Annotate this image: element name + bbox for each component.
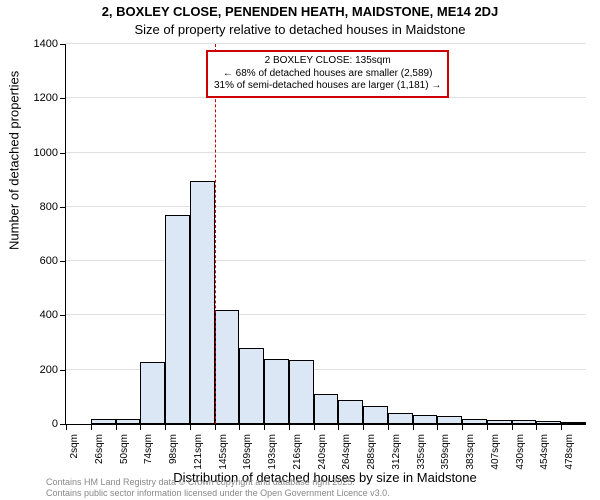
footnote-1: Contains HM Land Registry data © Crown c… <box>46 477 355 488</box>
x-tick-mark <box>437 424 438 430</box>
histogram-bar <box>487 420 512 424</box>
x-tick-mark <box>462 424 463 430</box>
histogram-bar <box>165 215 190 424</box>
x-tick-mark <box>165 424 166 430</box>
histogram-bar <box>413 415 438 425</box>
x-tick-mark <box>215 424 216 430</box>
x-tick-mark <box>140 424 141 430</box>
y-tick: 1000 <box>34 147 66 159</box>
histogram-bar <box>561 422 586 424</box>
annotation-line-3: 31% of semi-detached houses are larger (… <box>214 80 441 93</box>
x-tick-label: 383sqm <box>465 434 476 470</box>
x-tick-label: 335sqm <box>416 434 427 470</box>
x-tick-label: 121sqm <box>193 434 204 470</box>
x-tick-label: 240sqm <box>317 434 328 470</box>
x-tick-mark <box>264 424 265 430</box>
annotation-line-2: ← 68% of detached houses are smaller (2,… <box>214 68 441 81</box>
histogram-bar <box>239 348 264 424</box>
histogram-bar <box>314 394 339 424</box>
x-tick-mark <box>289 424 290 430</box>
x-tick-mark <box>66 424 67 430</box>
y-tick: 200 <box>40 364 66 376</box>
histogram-bar <box>338 400 363 424</box>
histogram-bar <box>116 419 141 424</box>
y-tick: 400 <box>40 309 66 321</box>
histogram-bar <box>437 416 462 424</box>
gridline <box>66 206 586 207</box>
chart-title: 2, BOXLEY CLOSE, PENENDEN HEATH, MAIDSTO… <box>0 4 600 19</box>
gridline <box>66 43 586 44</box>
x-tick-label: 74sqm <box>143 434 154 464</box>
histogram-bar <box>388 413 413 424</box>
gridline <box>66 260 586 261</box>
y-tick: 0 <box>52 418 66 430</box>
x-tick-mark <box>116 424 117 430</box>
x-tick-mark <box>239 424 240 430</box>
histogram-bar <box>462 419 487 424</box>
gridline <box>66 314 586 315</box>
y-axis-label: Number of detached properties <box>7 71 22 250</box>
histogram-bar <box>215 310 240 424</box>
x-tick-label: 169sqm <box>242 434 253 470</box>
x-tick-label: 50sqm <box>119 434 130 464</box>
x-tick-mark <box>91 424 92 430</box>
annotation-box: 2 BOXLEY CLOSE: 135sqm← 68% of detached … <box>206 50 449 98</box>
histogram-bar <box>264 359 289 424</box>
histogram-bar <box>140 362 165 424</box>
x-tick-mark <box>487 424 488 430</box>
x-tick-label: 288sqm <box>366 434 377 470</box>
x-tick-mark <box>512 424 513 430</box>
y-tick: 1200 <box>34 92 66 104</box>
x-tick-label: 2sqm <box>69 434 80 458</box>
x-tick-label: 430sqm <box>515 434 526 470</box>
figure: { "title": "2, BOXLEY CLOSE, PENENDEN HE… <box>0 0 600 500</box>
x-tick-label: 407sqm <box>490 434 501 470</box>
histogram-bar <box>91 419 116 424</box>
x-tick-mark <box>363 424 364 430</box>
histogram-bar <box>363 406 388 424</box>
x-tick-mark <box>314 424 315 430</box>
x-tick-mark <box>413 424 414 430</box>
annotation-line-1: 2 BOXLEY CLOSE: 135sqm <box>214 55 441 68</box>
x-tick-label: 264sqm <box>341 434 352 470</box>
histogram-bar <box>190 181 215 424</box>
x-tick-mark <box>388 424 389 430</box>
plot-area: 02004006008001000120014002sqm26sqm50sqm7… <box>65 44 586 425</box>
chart-subtitle: Size of property relative to detached ho… <box>0 22 600 37</box>
x-tick-mark <box>561 424 562 430</box>
histogram-bar <box>536 421 561 424</box>
reference-line <box>215 44 216 424</box>
footnote-2: Contains public sector information licen… <box>46 488 390 499</box>
histogram-bar <box>512 420 537 424</box>
x-tick-mark <box>190 424 191 430</box>
y-tick: 800 <box>40 201 66 213</box>
x-tick-label: 359sqm <box>440 434 451 470</box>
x-tick-label: 454sqm <box>539 434 550 470</box>
x-tick-label: 98sqm <box>168 434 179 464</box>
x-tick-label: 145sqm <box>218 434 229 470</box>
x-tick-mark <box>338 424 339 430</box>
x-tick-label: 193sqm <box>267 434 278 470</box>
gridline <box>66 152 586 153</box>
histogram-bar <box>289 360 314 424</box>
y-tick: 1400 <box>34 38 66 50</box>
x-tick-label: 216sqm <box>292 434 303 470</box>
y-tick: 600 <box>40 255 66 267</box>
x-tick-label: 478sqm <box>564 434 575 470</box>
x-tick-label: 312sqm <box>391 434 402 470</box>
x-tick-mark <box>536 424 537 430</box>
x-tick-label: 26sqm <box>94 434 105 464</box>
